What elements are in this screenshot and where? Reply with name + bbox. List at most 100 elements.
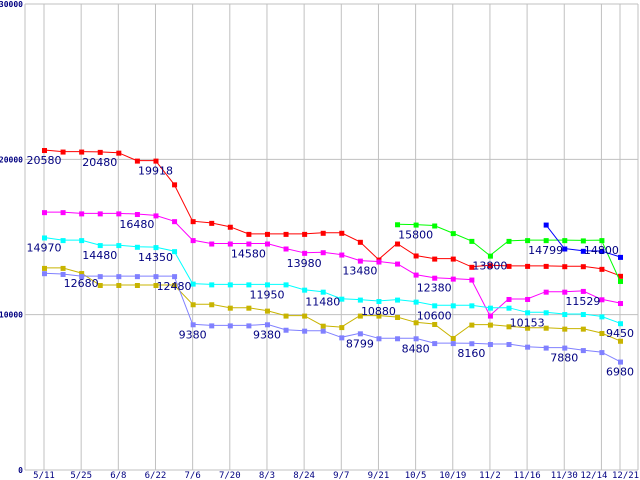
series-blue <box>543 222 623 260</box>
data-point-red <box>469 264 475 270</box>
data-point-cyan <box>264 282 270 288</box>
data-point-magenta <box>246 241 252 247</box>
data-point-periwinkle <box>283 327 289 333</box>
data-point-cyan <box>172 249 178 255</box>
data-point-red <box>413 253 419 259</box>
data-point-red <box>357 239 363 245</box>
data-point-magenta <box>376 259 382 265</box>
data-point-green <box>487 253 493 259</box>
data-point-olive <box>246 305 252 311</box>
data-label: 10153 <box>510 316 545 329</box>
data-label: 9380 <box>253 328 281 341</box>
data-label: 13480 <box>342 265 377 278</box>
data-point-periwinkle <box>525 344 531 350</box>
data-label: 10880 <box>361 305 396 318</box>
data-point-magenta <box>543 289 549 295</box>
data-point-periwinkle <box>97 274 103 280</box>
data-point-cyan <box>618 321 623 327</box>
series-line-olive <box>44 267 621 342</box>
data-point-green <box>562 238 568 244</box>
data-label: 8160 <box>457 347 485 360</box>
x-tick-label: 8/3 <box>259 471 275 480</box>
data-label: 13980 <box>287 257 322 270</box>
data-point-green <box>580 238 586 244</box>
data-point-green <box>525 238 531 244</box>
data-point-cyan <box>525 310 531 316</box>
data-point-magenta <box>302 250 308 256</box>
data-point-cyan <box>395 297 401 303</box>
x-tick-label: 10/5 <box>405 471 427 480</box>
data-point-periwinkle <box>172 274 178 280</box>
data-point-periwinkle <box>506 342 512 348</box>
data-label: 14800 <box>584 244 619 257</box>
data-point-magenta <box>450 276 456 282</box>
data-label: 19918 <box>138 165 173 178</box>
data-label: 14799 <box>528 244 563 257</box>
series-line-magenta <box>44 211 621 317</box>
data-point-blue <box>618 254 623 260</box>
data-point-periwinkle <box>357 331 363 337</box>
data-point-cyan <box>79 238 85 244</box>
data-point-magenta <box>116 211 122 217</box>
data-point-green <box>469 238 475 244</box>
data-point-magenta <box>580 288 586 294</box>
data-point-cyan <box>450 303 456 309</box>
data-point-cyan <box>153 245 159 251</box>
data-point-olive <box>227 305 233 311</box>
data-point-olive <box>42 265 47 271</box>
data-point-cyan <box>116 243 122 249</box>
data-point-cyan <box>413 299 419 305</box>
data-point-red <box>190 219 196 225</box>
data-point-periwinkle <box>134 274 140 280</box>
series-line-periwinkle <box>43 272 621 363</box>
data-point-cyan <box>134 244 140 250</box>
data-point-periwinkle <box>209 323 215 329</box>
data-point-red <box>134 158 140 164</box>
data-point-olive <box>599 330 605 336</box>
data-point-olive <box>618 338 623 344</box>
data-point-olive <box>79 271 85 277</box>
data-point-red <box>543 263 549 269</box>
data-label: 6980 <box>606 366 634 379</box>
data-point-periwinkle <box>562 345 568 351</box>
data-point-periwinkle <box>580 348 586 354</box>
data-label: 20580 <box>27 154 62 167</box>
data-point-magenta <box>283 246 289 252</box>
data-point-olive <box>376 313 382 319</box>
data-point-red <box>227 224 233 230</box>
data-label: 10600 <box>417 309 452 322</box>
x-tick-label: 8/24 <box>293 471 315 480</box>
data-point-cyan <box>302 287 308 293</box>
series-red <box>42 148 623 279</box>
data-point-olive <box>506 324 512 330</box>
data-point-red <box>320 230 326 236</box>
y-tick-label: 30000 <box>0 0 23 9</box>
data-point-magenta <box>190 238 196 244</box>
data-point-olive <box>339 325 345 331</box>
data-point-green <box>413 222 419 228</box>
data-point-olive <box>190 302 196 308</box>
data-point-green <box>599 238 605 244</box>
data-point-red <box>246 231 252 237</box>
data-point-magenta <box>469 277 475 283</box>
x-tick-label: 12/21 <box>612 471 639 480</box>
data-point-cyan <box>469 303 475 309</box>
data-point-olive <box>283 313 289 319</box>
x-tick-label: 12/14 <box>580 471 607 480</box>
data-point-red <box>525 263 531 269</box>
data-point-cyan <box>432 303 438 309</box>
data-point-red <box>209 220 215 226</box>
series-green <box>395 222 623 284</box>
data-point-cyan <box>283 282 289 288</box>
data-label: 11950 <box>249 288 284 301</box>
data-point-olive <box>134 282 140 288</box>
data-point-magenta <box>339 252 345 258</box>
data-point-green <box>395 222 401 228</box>
data-labels: 20580 20480 19918 16480 14580 13980 13480 12380… <box>27 154 635 379</box>
data-point-blue <box>562 246 568 252</box>
x-tick-label: 7/20 <box>219 471 241 480</box>
data-point-red <box>432 256 438 262</box>
data-point-olive <box>264 308 270 314</box>
x-tick-label: 11/30 <box>551 471 578 480</box>
data-point-olive <box>209 302 215 308</box>
